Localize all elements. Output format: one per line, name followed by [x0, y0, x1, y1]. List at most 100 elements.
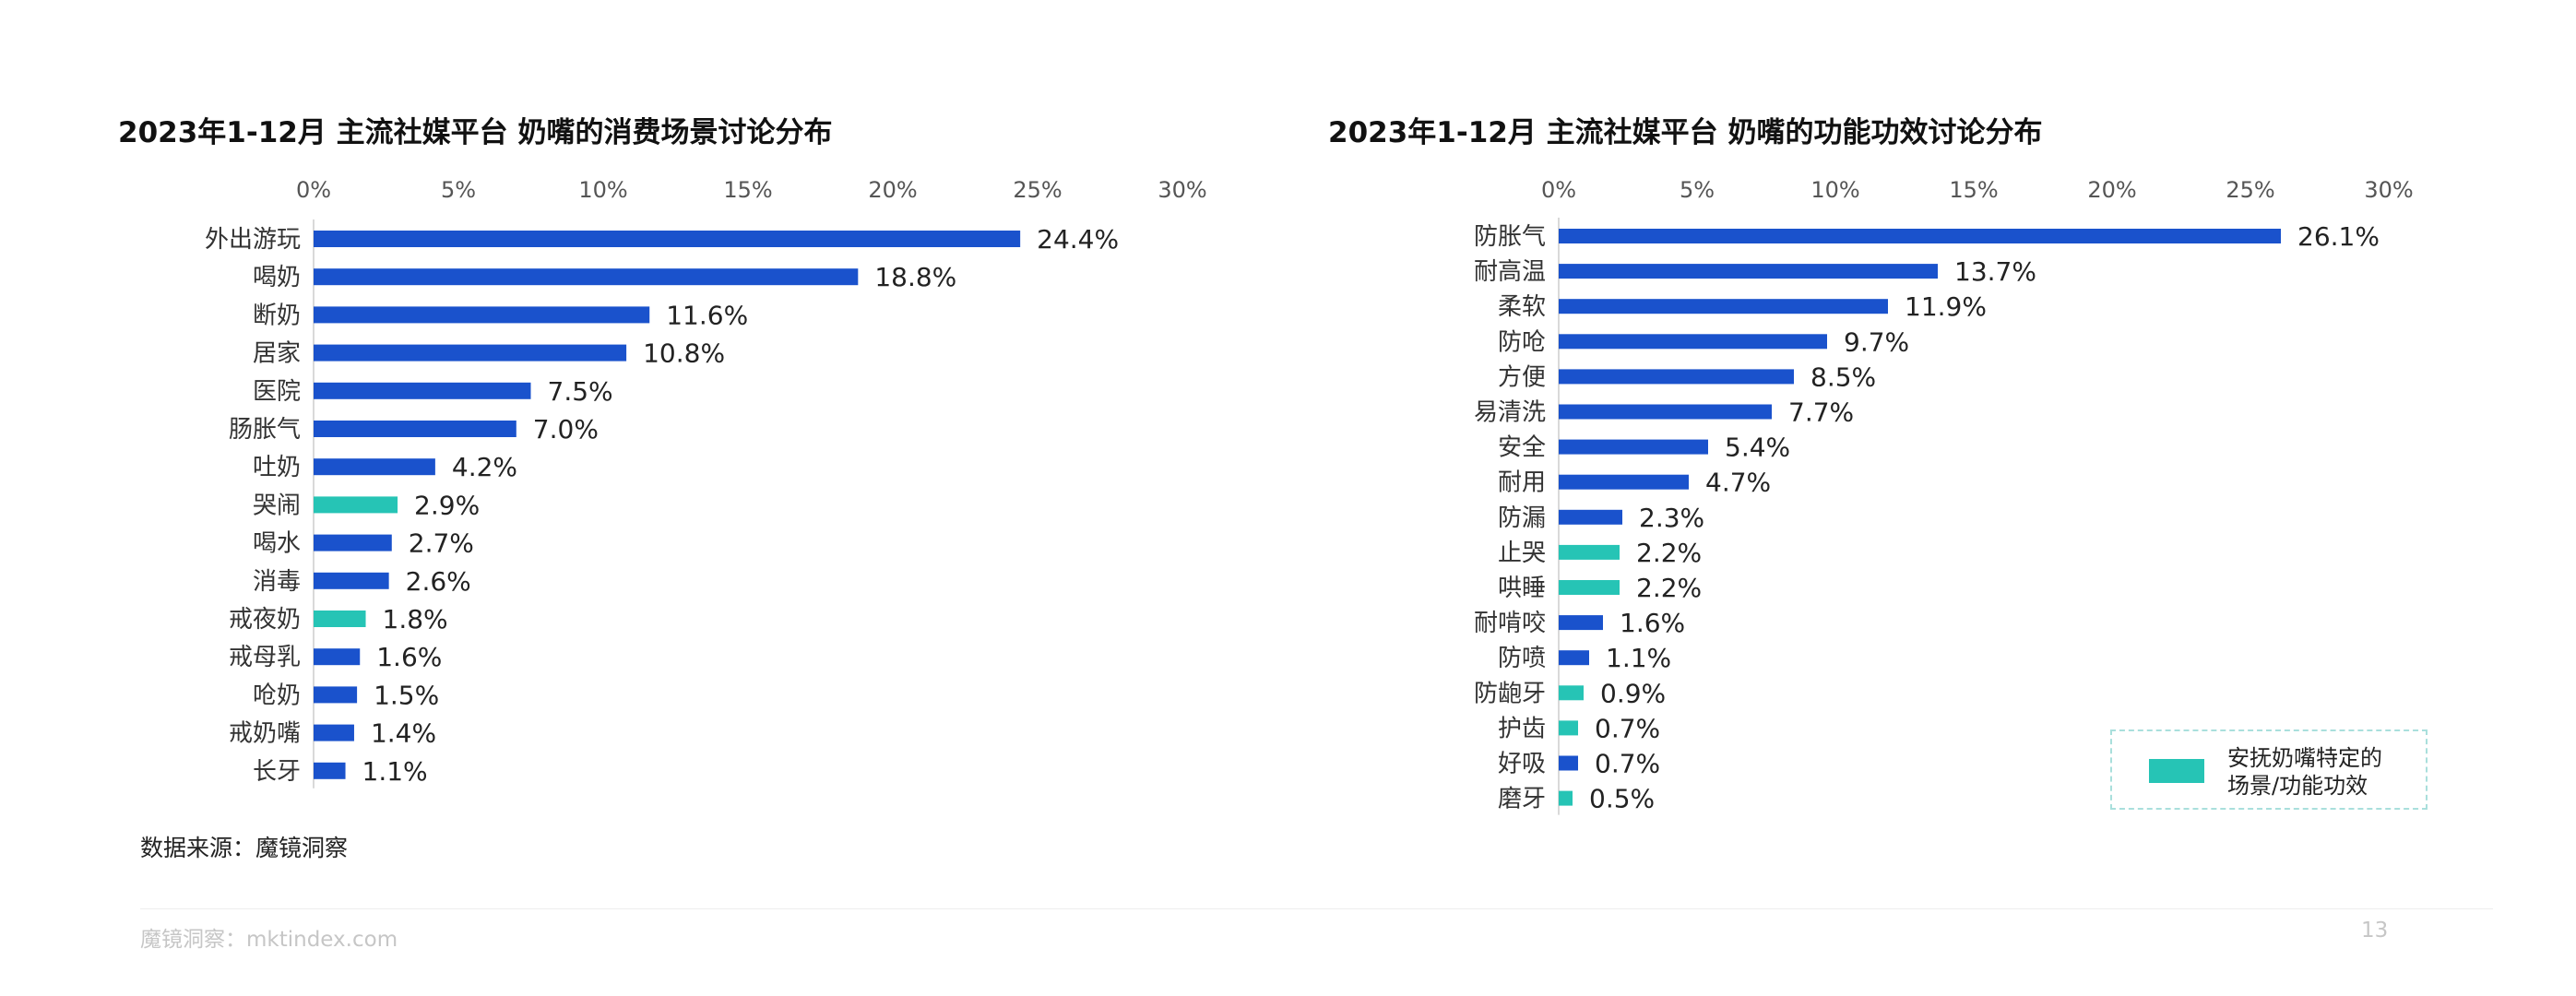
legend-label-line1: 安抚奶嘴特定的 [2227, 745, 2382, 771]
scene-tick-label: 10% [578, 177, 627, 203]
function-bar [1559, 580, 1620, 595]
scene-bar [314, 762, 346, 779]
scene-category-label: 长牙 [253, 758, 301, 786]
scene-category-label: 喝水 [253, 530, 301, 558]
scene-value-label: 7.0% [533, 414, 599, 445]
legend: 安抚奶嘴特定的 场景/功能功效 [2110, 729, 2428, 810]
function-category-label: 防胀气 [1474, 223, 1546, 251]
function-category-label: 耐用 [1498, 469, 1546, 497]
scene-bar [314, 306, 650, 324]
function-value-label: 5.4% [1725, 433, 1790, 463]
function-tick-label: 30% [2364, 177, 2413, 203]
function-category-label: 柔软 [1498, 293, 1546, 321]
scene-value-label: 1.5% [374, 680, 439, 710]
scene-value-label: 4.2% [452, 452, 517, 482]
function-value-label: 2.2% [1636, 538, 1702, 568]
function-value-label: 11.9% [1905, 291, 1987, 322]
scene-bar [314, 421, 516, 437]
scene-bar [314, 344, 627, 362]
function-bar [1559, 615, 1603, 631]
function-chart: 0% 5% 10% 15% 20% 25% 30% 防胀气 26.1% 耐高温 13.7% 柔软 11.… [1474, 177, 2414, 815]
function-category-label: 防呛 [1498, 328, 1546, 356]
function-category-label: 安全 [1498, 434, 1546, 462]
function-bar [1559, 720, 1578, 736]
scene-bar [314, 724, 354, 741]
scene-category-label: 戒奶嘴 [229, 720, 301, 748]
legend-label-line2: 场景/功能功效 [2227, 773, 2368, 799]
function-value-label: 0.7% [1595, 749, 1660, 779]
scene-category-label: 吐奶 [253, 454, 301, 481]
function-bar [1559, 474, 1689, 490]
function-bar [1559, 404, 1772, 420]
scene-category-label: 居家 [253, 340, 301, 368]
scene-category-label: 断奶 [253, 302, 301, 329]
function-category-label: 方便 [1498, 363, 1546, 391]
scene-bar [314, 231, 1021, 247]
scene-value-label: 7.5% [548, 376, 613, 407]
scene-category-label: 呛奶 [253, 682, 301, 709]
function-bar [1559, 509, 1622, 525]
scene-tick-label: 30% [1157, 177, 1206, 203]
scene-value-label: 2.7% [409, 528, 474, 559]
function-tick-label: 5% [1680, 177, 1715, 203]
function-value-label: 0.9% [1600, 678, 1666, 708]
scene-category-label: 戒夜奶 [229, 606, 301, 634]
function-tick-label: 0% [1541, 177, 1576, 203]
scene-tick-label: 0% [296, 177, 331, 203]
function-tick-label: 10% [1810, 177, 1859, 203]
scene-bar [314, 382, 531, 399]
scene-bar [314, 648, 361, 666]
function-bar [1559, 755, 1578, 771]
function-value-label: 4.7% [1705, 468, 1771, 498]
scene-category-label: 医院 [253, 378, 301, 406]
function-value-label: 7.7% [1788, 397, 1854, 428]
function-bar [1559, 790, 1573, 806]
data-source: 数据来源：魔镜洞察 [140, 835, 349, 861]
function-category-label: 防喷 [1498, 645, 1546, 672]
function-value-label: 2.3% [1639, 503, 1704, 533]
scene-tick-label: 15% [723, 177, 772, 203]
function-value-label: 2.2% [1636, 573, 1702, 603]
function-value-label: 1.6% [1620, 608, 1685, 638]
scene-value-label: 18.8% [874, 262, 956, 292]
function-tick-label: 15% [1949, 177, 1998, 203]
function-bar [1559, 334, 1827, 350]
function-value-label: 0.7% [1595, 713, 1660, 743]
scene-category-label: 外出游玩 [205, 226, 301, 254]
function-category-label: 磨牙 [1498, 786, 1546, 813]
function-bar [1559, 650, 1589, 666]
footer-site: 魔镜洞察：mktindex.com [140, 928, 398, 952]
scene-tick-label: 5% [441, 177, 476, 203]
scene-category-label: 哭闹 [253, 492, 301, 519]
function-tick-label: 20% [2087, 177, 2136, 203]
function-value-label: 8.5% [1810, 362, 1876, 392]
function-bar [1559, 439, 1708, 455]
function-category-label: 护齿 [1498, 715, 1546, 742]
function-value-label: 13.7% [1954, 256, 2036, 287]
scene-category-label: 喝奶 [253, 264, 301, 291]
function-category-label: 易清洗 [1474, 399, 1546, 427]
scene-tick-label: 20% [868, 177, 917, 203]
function-bar [1559, 369, 1794, 385]
chart2-title: 2023年1-12月 主流社媒平台 奶嘴的功能功效讨论分布 [1328, 116, 2043, 149]
scene-value-label: 10.8% [643, 338, 725, 369]
scene-bar [314, 686, 358, 704]
function-value-label: 1.1% [1606, 643, 1671, 673]
scene-chart: 0% 5% 10% 15% 20% 25% 30% 外出游玩 24.4% 喝奶 18.8% 断奶 11.… [205, 177, 1207, 788]
scene-value-label: 1.8% [383, 604, 448, 634]
scene-value-label: 24.4% [1037, 224, 1119, 255]
function-value-label: 9.7% [1844, 326, 1909, 357]
function-bar [1559, 685, 1584, 701]
function-tick-label: 25% [2226, 177, 2274, 203]
scene-value-label: 2.9% [414, 490, 480, 520]
scene-bar [314, 268, 859, 286]
chart1-title: 2023年1-12月 主流社媒平台 奶嘴的消费场景讨论分布 [118, 116, 833, 149]
function-category-label: 止哭 [1498, 540, 1546, 567]
scene-tick-label: 25% [1013, 177, 1062, 203]
scene-value-label: 1.6% [376, 642, 442, 672]
scene-value-label: 1.4% [371, 718, 436, 749]
function-category-label: 防龅牙 [1474, 680, 1546, 707]
function-bar [1559, 264, 1938, 279]
page-number: 13 [2361, 919, 2389, 943]
scene-category-label: 戒母乳 [229, 644, 301, 671]
